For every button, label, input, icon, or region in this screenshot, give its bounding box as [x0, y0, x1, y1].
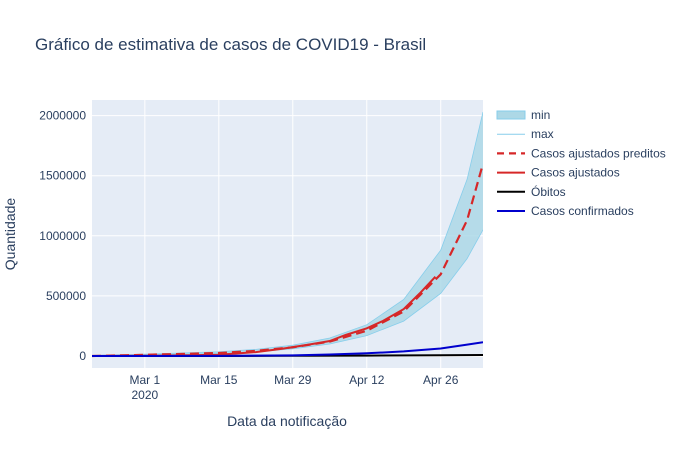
legend-label: max	[531, 127, 554, 141]
y-tick-label: 2000000	[39, 109, 86, 123]
x-tick-label: Apr 26	[423, 373, 459, 387]
legend-item[interactable]: Casos ajustados	[497, 166, 620, 180]
y-axis-label: Quantidade	[2, 198, 18, 271]
x-tick-label: Apr 12	[349, 373, 385, 387]
y-tick-label: 500000	[46, 289, 86, 303]
x-tick-label: Mar 15	[200, 373, 238, 387]
y-tick-label: 0	[79, 349, 86, 363]
x-axis-label: Data da notificação	[227, 413, 347, 429]
legend-item[interactable]: Óbitos	[497, 184, 566, 199]
legend-label: min	[531, 108, 550, 122]
y-tick-label: 1000000	[39, 229, 86, 243]
chart-title: Gráfico de estimativa de casos de COVID1…	[35, 35, 426, 54]
legend-label: Óbitos	[531, 184, 566, 199]
legend-label: Casos confirmados	[531, 204, 634, 218]
legend-label: Casos ajustados preditos	[531, 146, 666, 160]
legend-swatch	[496, 110, 526, 120]
plot-background	[92, 100, 483, 368]
legend-item[interactable]: max	[497, 127, 554, 141]
x-tick-label: Mar 1	[129, 373, 160, 387]
y-axis-ticks: 0 500000 1000000 1500000 2000000	[39, 109, 86, 363]
series-casos-confirmados-line	[92, 341, 483, 357]
legend-item[interactable]: min	[496, 108, 550, 122]
plot-area	[92, 111, 483, 358]
x-tick-label: Mar 29	[274, 373, 312, 387]
legend-item[interactable]: Casos confirmados	[497, 204, 634, 218]
legend-label: Casos ajustados	[531, 166, 620, 180]
legend-item[interactable]: Casos ajustados preditos	[497, 146, 666, 160]
legend[interactable]: min max Casos ajustados preditos Casos ajus…	[496, 108, 666, 218]
x-tick-sublabel: 2020	[131, 388, 158, 402]
y-tick-label: 1500000	[39, 169, 86, 183]
